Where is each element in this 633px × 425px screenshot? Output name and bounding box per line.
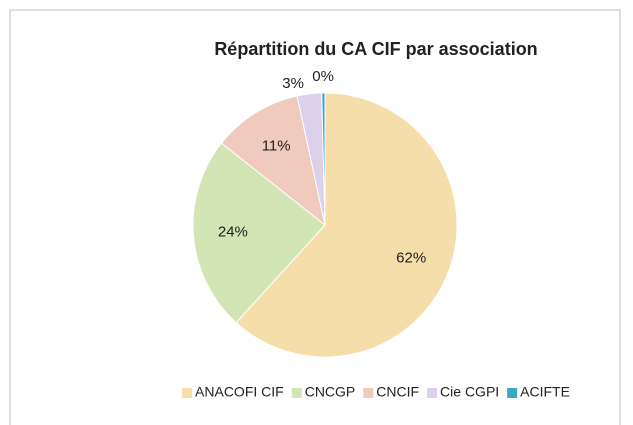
pie-slice (235, 92, 458, 358)
legend-swatch (363, 388, 374, 398)
data-label: 3% (282, 75, 304, 92)
legend-swatch (427, 388, 438, 398)
data-label: 0% (312, 68, 334, 85)
legend-label: Cie CGPI (440, 384, 499, 400)
legend-swatch (291, 388, 302, 398)
legend-label: ACIFTE (520, 384, 570, 400)
chart-frame (9, 9, 621, 425)
legend-swatch (182, 388, 193, 398)
pie-slice (192, 142, 326, 324)
data-label: 62% (396, 249, 426, 266)
pie-slice (220, 95, 326, 227)
data-label: 24% (218, 223, 248, 240)
legend-label: CNCGP (305, 384, 356, 400)
chart-title: Répartition du CA CIF par association (214, 39, 537, 59)
legend-swatch (507, 388, 518, 398)
legend-label: CNCIF (376, 384, 419, 400)
legend-label: ANACOFI CIF (195, 384, 284, 400)
pie-slice (321, 92, 326, 226)
data-label: 11% (262, 138, 291, 155)
